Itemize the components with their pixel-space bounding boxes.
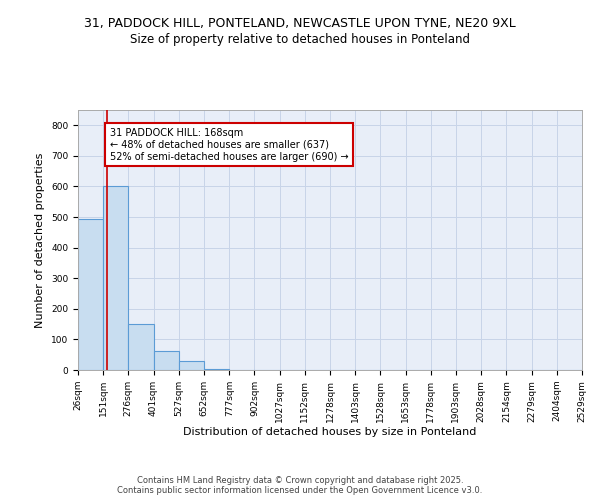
Bar	[103, 186, 128, 370]
Text: 31, PADDOCK HILL, PONTELAND, NEWCASTLE UPON TYNE, NE20 9XL: 31, PADDOCK HILL, PONTELAND, NEWCASTLE U…	[84, 18, 516, 30]
Bar	[128, 324, 154, 370]
Text: Size of property relative to detached houses in Ponteland: Size of property relative to detached ho…	[130, 32, 470, 46]
Bar	[204, 369, 229, 370]
X-axis label: Distribution of detached houses by size in Ponteland: Distribution of detached houses by size …	[184, 428, 476, 438]
Bar	[179, 361, 204, 370]
Y-axis label: Number of detached properties: Number of detached properties	[35, 152, 46, 328]
Text: 31 PADDOCK HILL: 168sqm
← 48% of detached houses are smaller (637)
52% of semi-d: 31 PADDOCK HILL: 168sqm ← 48% of detache…	[110, 128, 348, 162]
Bar	[78, 218, 103, 370]
Bar	[154, 350, 179, 370]
Text: Contains HM Land Registry data © Crown copyright and database right 2025.
Contai: Contains HM Land Registry data © Crown c…	[118, 476, 482, 495]
